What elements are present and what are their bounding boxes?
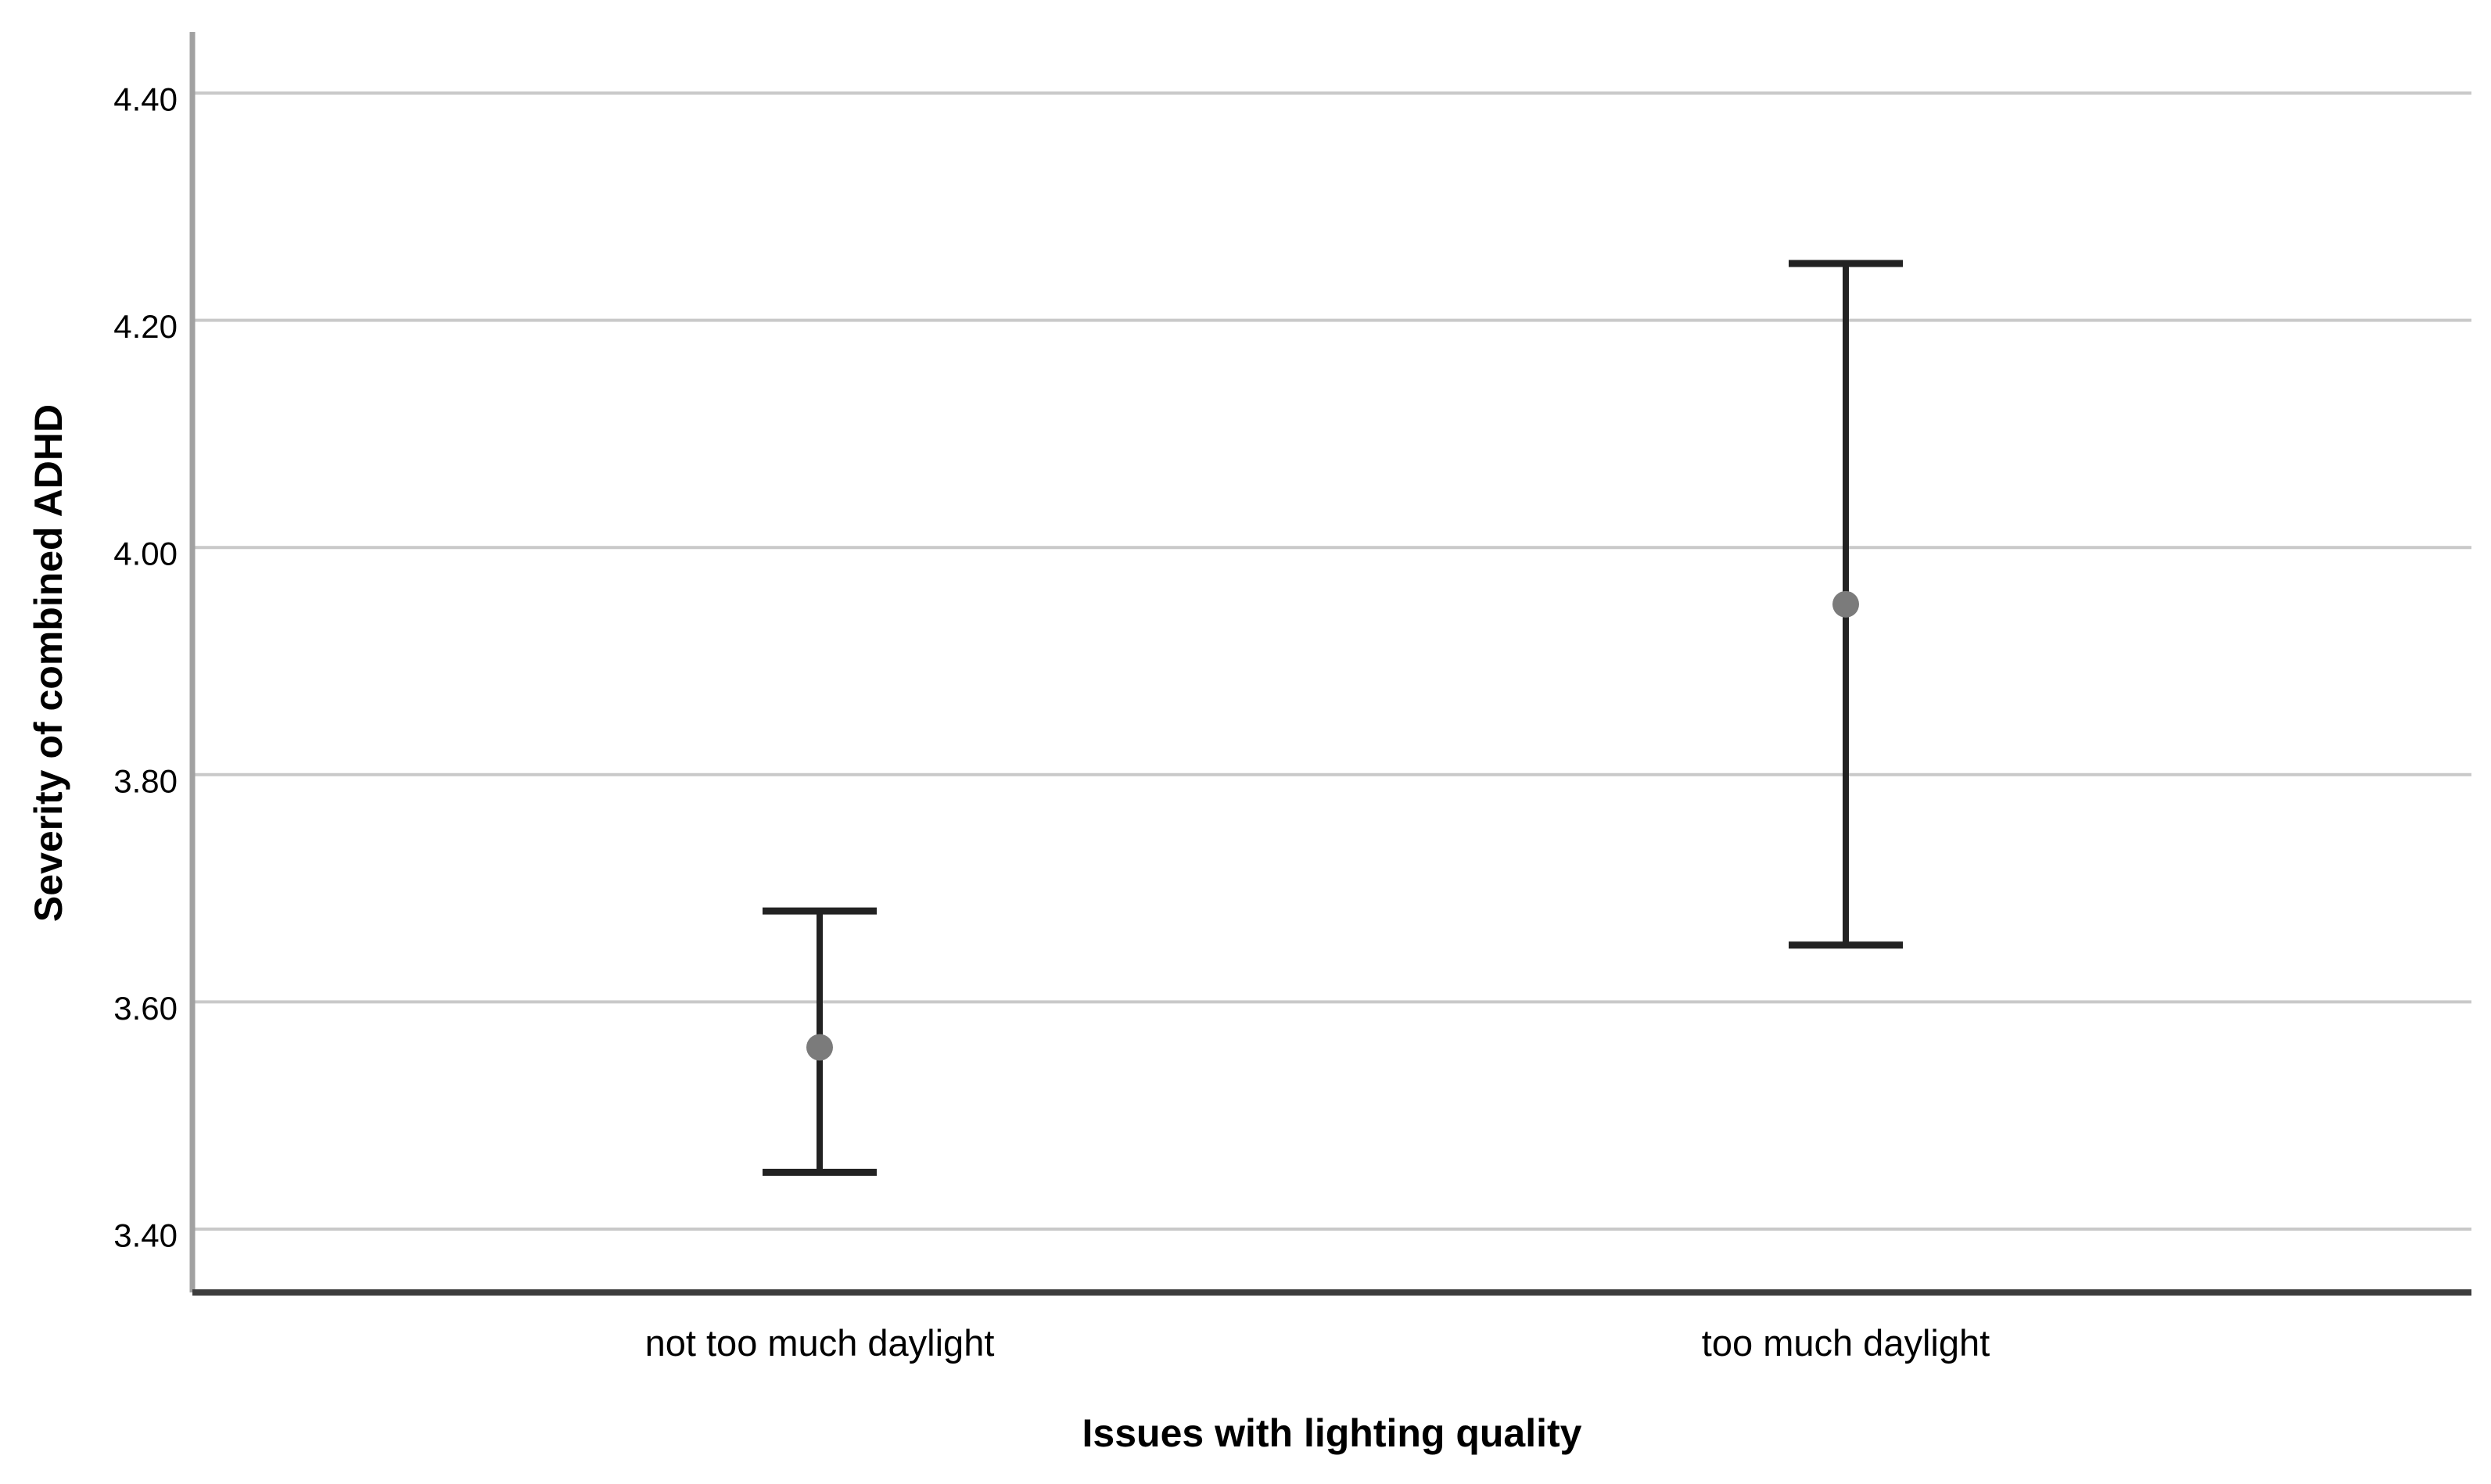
y-tick-label: 4.40 xyxy=(113,81,178,118)
x-category-label-not-too-much-daylight: not too much daylight xyxy=(644,1322,995,1364)
y-tick-label: 3.60 xyxy=(113,990,178,1027)
x-axis-title: Issues with lighting quality xyxy=(1082,1411,1582,1455)
mean-point xyxy=(806,1034,833,1061)
mean-point xyxy=(1832,590,1859,618)
y-tick-label: 3.40 xyxy=(113,1217,178,1254)
y-tick-label: 4.00 xyxy=(113,536,178,572)
y-tick-label: 3.80 xyxy=(113,762,178,799)
x-category-label-too-much-daylight: too much daylight xyxy=(1701,1322,1990,1364)
y-axis-title: Severity of combined ADHD xyxy=(27,403,70,923)
y-tick-label: 4.20 xyxy=(113,308,178,345)
